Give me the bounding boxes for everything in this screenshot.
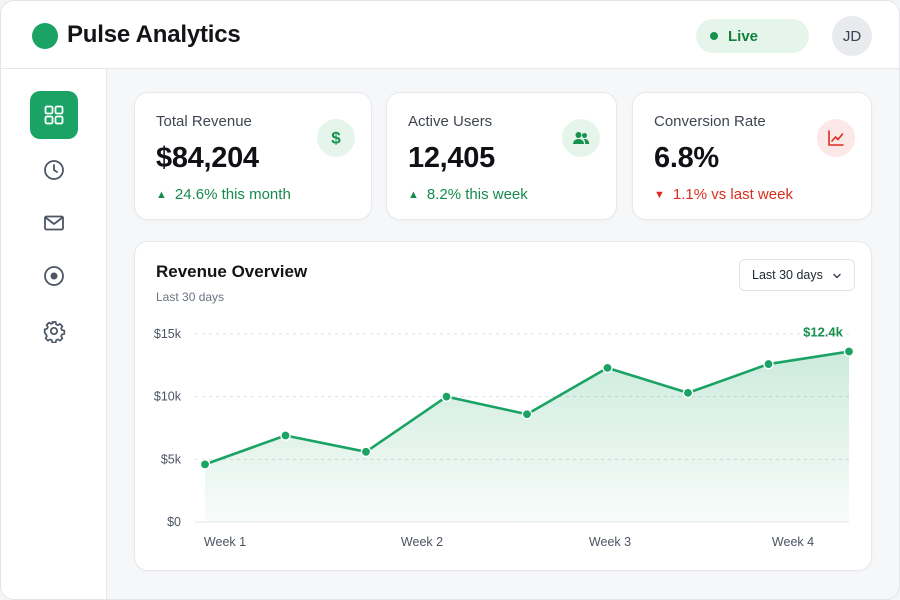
stat-change: ▲ 8.2% this week: [408, 186, 528, 203]
y-tick-label: $5k: [161, 452, 182, 466]
users-icon: [562, 119, 600, 157]
chart-subtitle: Last 30 days: [156, 290, 225, 304]
live-status-text: Live: [728, 27, 759, 45]
sidebar-item-messages[interactable]: [30, 199, 78, 247]
chevron-down-icon: [833, 273, 841, 279]
sidebar-item-record[interactable]: [30, 252, 78, 300]
y-tick-label: $15k: [154, 327, 182, 341]
stat-change-text: 24.6% this month: [174, 186, 291, 203]
data-point: [441, 391, 452, 402]
arrow-down-icon: ▼: [654, 188, 665, 201]
data-point: [360, 446, 372, 458]
data-point: [602, 362, 613, 374]
gear-icon: [43, 321, 66, 343]
svg-text:$: $: [331, 129, 341, 148]
date-range-value: Last 30 days: [752, 268, 823, 282]
x-tick-label: Week 4: [772, 535, 814, 549]
app-title: Pulse Analytics: [67, 21, 241, 48]
sidebar-item-dashboard[interactable]: [30, 91, 78, 139]
stat-card-users: Active Users 12,405 ▲ 8.2% this week: [386, 92, 617, 220]
stat-card-conversion: Conversion Rate 6.8% ▼ 1.1% vs last week: [632, 92, 872, 220]
clock-icon: [44, 160, 64, 180]
x-tick-label: Week 3: [589, 535, 631, 549]
data-point: [521, 408, 533, 420]
revenue-overview-card: Revenue Overview Last 30 days Last 30 da…: [134, 241, 872, 571]
stat-value: 12,405: [408, 142, 495, 174]
stat-card-revenue: Total Revenue $84,204 ▲ 24.6% this month…: [134, 92, 372, 220]
chart-title: Revenue Overview: [156, 262, 308, 281]
data-point: [763, 358, 774, 370]
stat-change-text: 1.1% vs last week: [672, 186, 793, 203]
sidebar-item-settings[interactable]: [30, 307, 78, 355]
stat-label: Conversion Rate: [654, 113, 766, 130]
data-point: [199, 459, 211, 470]
stat-change: ▼ 1.1% vs last week: [654, 186, 793, 203]
stat-value: 6.8%: [654, 142, 719, 174]
area-fill: [205, 351, 849, 522]
date-range-select[interactable]: Last 30 days: [739, 259, 855, 291]
sidebar: [1, 69, 107, 599]
data-point: [843, 346, 855, 357]
y-tick-label: $10k: [154, 390, 182, 404]
logo-icon: [32, 23, 58, 49]
revenue-chart: $0 $5k $10k $15k Week 1 Week 2 Week 3 Week 4 $12…: [154, 325, 855, 549]
target-icon: [44, 266, 64, 286]
stat-change: ▲ 24.6% this month: [156, 186, 291, 203]
stat-value: $84,204: [156, 142, 259, 174]
data-point: [280, 430, 291, 441]
data-point: [682, 387, 694, 399]
user-avatar[interactable]: JD: [832, 16, 872, 56]
arrow-up-icon: ▲: [408, 188, 419, 201]
stat-label: Active Users: [408, 113, 493, 130]
stat-label: Total Revenue: [156, 113, 252, 130]
live-dot-icon: [710, 32, 718, 40]
mail-icon: [44, 215, 64, 231]
grid-icon: [44, 105, 64, 125]
live-status-badge: Live: [696, 19, 809, 53]
x-tick-label: Week 2: [401, 535, 443, 549]
x-tick-label: Week 1: [204, 535, 246, 549]
y-tick-label: $0: [167, 515, 181, 529]
dollar-icon: $: [317, 119, 355, 157]
top-header: Pulse Analytics Live JD: [1, 1, 899, 69]
stat-change-text: 8.2% this week: [426, 186, 528, 203]
end-value-label: $12.4k: [803, 325, 844, 340]
arrow-up-icon: ▲: [156, 188, 167, 201]
trend-icon: [817, 119, 855, 157]
sidebar-item-history[interactable]: [30, 146, 78, 194]
